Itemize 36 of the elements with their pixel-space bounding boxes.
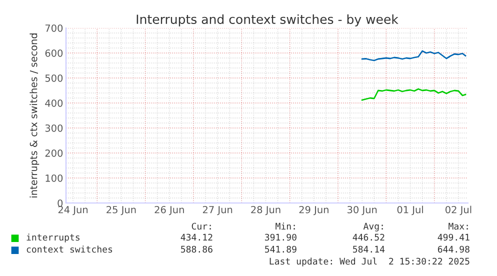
y-tick-label: 200 [45,149,63,157]
text: Avg: [363,222,383,232]
y-tick-label: 500 [45,74,63,82]
y-tick-label: 0 [58,199,63,207]
x-tick-label: 25 Jun [106,206,136,216]
y-tick-label: 400 [45,99,63,107]
text: Max: [448,222,468,230]
y-tick-label: 600 [45,49,63,57]
text: 584.14 [353,246,385,253]
line-series [361,50,466,62]
x-tick-label: 26 Jun [154,206,184,216]
text: 588.86 [181,246,212,253]
y-tick-label: 300 [45,124,63,132]
line-series [361,88,466,101]
text: Min: [276,222,295,230]
y-tick-label: 100 [46,174,63,182]
text: 446.52 [352,234,384,241]
text: 391.90 [264,234,296,241]
text: 434.12 [180,234,212,241]
legend-label: interrupts [26,234,80,242]
x-tick-label: 27 Jun [202,206,232,216]
x-tick-label: 28 Jun [251,206,280,216]
text: 499.41 [438,234,470,241]
x-tick-label: 24 Jun [58,206,88,216]
y-axis-title: interrupts & ctx switches / second [30,34,40,198]
text: Cur: [192,222,211,230]
x-tick-label: 29 Jun [299,206,328,216]
x-tick-label: 02 Jul [446,206,472,216]
x-tick-label: 30 Jun [348,206,377,216]
text: 541.89 [265,246,296,253]
y-tick-label: 700 [45,24,63,32]
text: 644.98 [438,246,470,253]
legend-label: context switches [26,246,112,253]
chart-title: Interrupts and context switches - by week [136,14,398,26]
x-tick-label: 01 Jul [397,206,423,216]
text: Last update: Wed Jul 2 15:30:22 2025 [270,258,470,266]
